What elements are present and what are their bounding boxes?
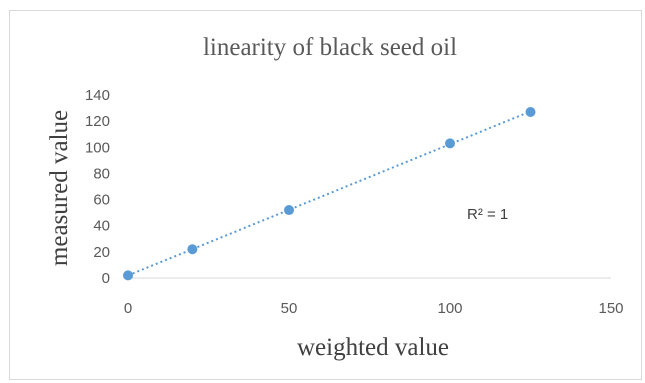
y-tick-label: 40 xyxy=(93,218,110,235)
data-point xyxy=(187,244,198,255)
y-tick-label: 20 xyxy=(93,244,110,261)
data-point xyxy=(123,270,133,281)
y-axis-title: measured value xyxy=(46,110,73,266)
y-tick-label: 80 xyxy=(93,165,110,182)
data-points xyxy=(123,106,536,281)
x-axis-title: weighted value xyxy=(297,334,449,361)
data-point xyxy=(445,138,455,149)
chart-frame xyxy=(9,10,642,380)
x-tick-label: 150 xyxy=(598,300,623,317)
r-squared-annotation: R² = 1 xyxy=(467,206,508,223)
y-tick-label: 100 xyxy=(85,139,110,156)
y-tick-labels: 0 20 40 60 80 100 120 140 xyxy=(85,87,110,287)
y-tick-label: 120 xyxy=(85,113,110,130)
y-tick-label: 0 xyxy=(102,270,110,287)
data-point xyxy=(525,106,536,117)
x-tick-label: 100 xyxy=(437,300,462,317)
x-tick-label: 50 xyxy=(281,300,298,317)
y-tick-label: 60 xyxy=(93,192,110,209)
y-tick-label: 140 xyxy=(85,87,110,104)
data-point xyxy=(284,205,294,216)
chart-title: linearity of black seed oil xyxy=(203,34,457,61)
x-tick-labels: 0 50 100 150 xyxy=(124,300,624,317)
x-tick-label: 0 xyxy=(124,300,132,317)
